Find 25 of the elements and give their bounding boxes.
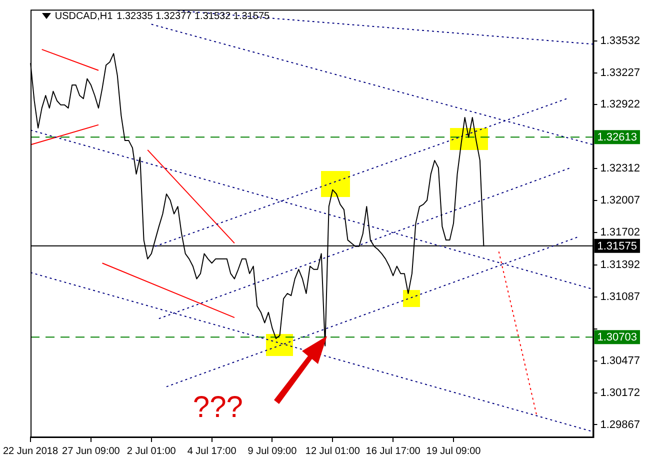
y-tick-label: 1.32922 (600, 98, 640, 111)
y-tick-label: 1.32312 (600, 162, 640, 175)
y-tick-label: 1.31392 (600, 259, 640, 272)
x-tick-label: 19 Jul 09:00 (426, 446, 482, 457)
x-tick-label: 22 Jun 2018 (2, 446, 58, 457)
chart-title: USDCAD,H1 (54, 10, 113, 22)
y-tick-label: 1.30172 (600, 386, 640, 399)
y-tick-label: 1.30477 (600, 354, 640, 367)
x-tick-label: 4 Jul 17:00 (187, 446, 237, 457)
x-tick-label: 16 Jul 17:00 (366, 446, 421, 457)
ref-line-label: 1.31575 (597, 240, 638, 252)
x-tick-label: 12 Jul 01:00 (305, 446, 360, 457)
y-tick-label: 1.31702 (600, 226, 640, 239)
x-tick-label: 2 Jul 01:00 (126, 446, 176, 457)
y-tick-label: 1.29867 (600, 418, 640, 431)
x-tick-label: 9 Jul 09:00 (248, 446, 298, 457)
y-tick-label: 1.33532 (600, 34, 640, 47)
x-tick-label: 27 Jun 09:00 (62, 446, 120, 457)
ref-line-label: 1.32613 (597, 132, 638, 144)
chart-subtitle: 1.32335 1.32377 1.31532 1.31575 (116, 10, 270, 22)
annotation: ??? (192, 391, 243, 424)
y-tick-label: 1.32007 (600, 194, 640, 207)
y-tick-label: 1.33227 (600, 66, 640, 79)
y-tick-label: 1.31087 (600, 290, 640, 303)
ref-line-label: 1.30703 (597, 332, 638, 344)
